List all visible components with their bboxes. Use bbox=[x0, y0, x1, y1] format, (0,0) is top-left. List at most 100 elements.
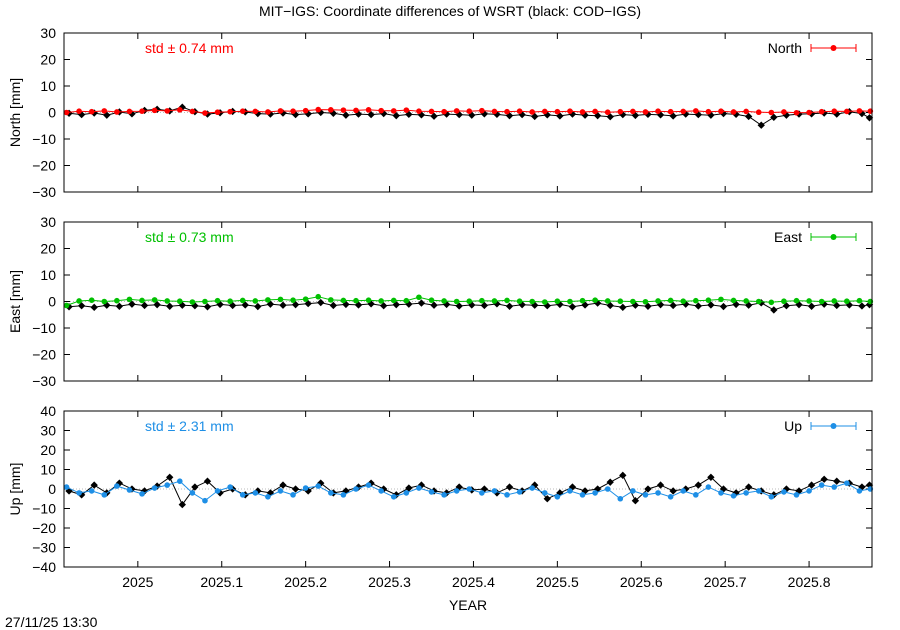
data-point-mit-igs bbox=[579, 297, 586, 304]
data-point-mit-igs bbox=[655, 490, 661, 496]
data-point-cod-igs bbox=[405, 484, 413, 492]
y-tick-label: 20 bbox=[40, 52, 56, 68]
data-point-mit-igs bbox=[730, 493, 737, 499]
y-tick-label: 10 bbox=[40, 462, 56, 478]
data-point-mit-igs bbox=[315, 483, 322, 489]
data-point-cod-igs bbox=[757, 121, 765, 129]
data-point-cod-igs bbox=[865, 114, 874, 122]
data-point-mit-igs bbox=[831, 298, 838, 304]
data-point-mit-igs bbox=[491, 298, 498, 304]
data-point-mit-igs bbox=[441, 298, 447, 304]
data-point-cod-igs bbox=[694, 302, 702, 310]
data-point-mit-igs bbox=[390, 108, 397, 114]
data-point-mit-igs bbox=[504, 108, 510, 115]
data-point-mit-igs bbox=[340, 492, 347, 498]
data-point-mit-igs bbox=[655, 298, 661, 304]
y-tick-label: −20 bbox=[32, 347, 56, 363]
data-point-mit-igs bbox=[541, 490, 548, 496]
data-point-cod-igs bbox=[858, 302, 866, 310]
data-point-mit-igs bbox=[718, 490, 724, 496]
data-point-mit-igs bbox=[529, 298, 535, 305]
x-tick-label: 2025.1 bbox=[200, 574, 243, 590]
data-point-mit-igs bbox=[328, 107, 334, 113]
data-point-mit-igs bbox=[189, 299, 196, 305]
y-tick-label: −30 bbox=[32, 540, 56, 556]
y-tick-label: 0 bbox=[48, 294, 56, 310]
data-point-mit-igs bbox=[479, 490, 485, 496]
plot-frame bbox=[63, 221, 873, 382]
data-point-mit-igs bbox=[630, 298, 636, 305]
data-point-mit-igs bbox=[189, 490, 196, 496]
data-point-mit-igs bbox=[844, 480, 850, 486]
data-point-mit-igs bbox=[743, 108, 749, 115]
data-point-mit-igs bbox=[806, 109, 812, 116]
data-point-mit-igs bbox=[453, 298, 460, 305]
data-point-cod-igs bbox=[329, 301, 338, 310]
y-axis-label: Up [mm] bbox=[7, 463, 23, 516]
data-point-mit-igs bbox=[252, 490, 259, 496]
data-point-mit-igs bbox=[617, 108, 624, 115]
data-point-mit-igs bbox=[114, 109, 120, 115]
data-point-cod-igs bbox=[128, 300, 136, 308]
y-tick-label: 0 bbox=[48, 105, 56, 121]
data-point-mit-igs bbox=[504, 492, 510, 498]
data-point-mit-igs bbox=[252, 298, 259, 304]
data-point-cod-igs bbox=[505, 302, 514, 310]
data-point-mit-igs bbox=[592, 297, 598, 303]
data-point-cod-igs bbox=[719, 302, 728, 311]
data-point-mit-igs bbox=[302, 107, 309, 114]
data-point-mit-igs bbox=[667, 297, 674, 304]
data-point-mit-igs bbox=[164, 108, 171, 114]
data-point-mit-igs bbox=[818, 298, 825, 305]
data-point-mit-igs bbox=[529, 109, 535, 115]
data-point-cod-igs bbox=[770, 113, 778, 121]
data-point-cod-igs bbox=[707, 473, 715, 481]
data-point-mit-igs bbox=[176, 298, 183, 305]
data-point-mit-igs bbox=[630, 108, 636, 115]
data-point-mit-igs bbox=[63, 109, 70, 116]
data-point-cod-igs bbox=[254, 302, 262, 311]
data-point-mit-igs bbox=[340, 297, 347, 304]
data-point-mit-igs bbox=[227, 484, 233, 490]
data-point-cod-igs bbox=[820, 475, 828, 483]
data-point-mit-igs bbox=[768, 494, 775, 500]
data-point-cod-igs bbox=[619, 303, 627, 312]
y-tick-label: −10 bbox=[32, 131, 56, 147]
data-point-mit-igs bbox=[101, 108, 108, 114]
data-point-mit-igs bbox=[705, 108, 712, 115]
data-point-mit-igs bbox=[554, 494, 561, 500]
plot-frame bbox=[63, 32, 873, 193]
data-point-mit-igs bbox=[781, 298, 787, 305]
data-point-mit-igs bbox=[529, 485, 535, 491]
data-point-mit-igs bbox=[365, 107, 372, 113]
data-point-mit-igs bbox=[88, 108, 95, 115]
x-tick-label: 2025.6 bbox=[620, 574, 663, 590]
data-point-mit-igs bbox=[441, 108, 447, 115]
data-point-mit-igs bbox=[453, 488, 460, 494]
data-point-cod-igs bbox=[166, 302, 174, 310]
data-point-mit-igs bbox=[718, 296, 724, 303]
data-point-mit-igs bbox=[353, 297, 359, 304]
data-point-cod-igs bbox=[833, 477, 841, 485]
y-tick-label: −40 bbox=[32, 559, 56, 575]
y-tick-label: 40 bbox=[40, 403, 56, 419]
data-point-mit-igs bbox=[378, 298, 384, 304]
data-point-mit-igs bbox=[151, 107, 158, 114]
data-point-mit-igs bbox=[705, 484, 712, 490]
data-point-mit-igs bbox=[239, 297, 246, 304]
data-point-mit-igs bbox=[516, 298, 523, 305]
data-point-cod-igs bbox=[379, 302, 388, 310]
data-point-mit-igs bbox=[315, 106, 322, 113]
data-point-mit-igs bbox=[818, 482, 825, 488]
data-point-mit-igs bbox=[491, 108, 498, 115]
data-point-mit-igs bbox=[76, 490, 82, 496]
data-point-mit-igs bbox=[567, 298, 573, 305]
data-point-cod-igs bbox=[317, 298, 325, 307]
data-point-mit-igs bbox=[667, 108, 674, 115]
data-point-mit-igs bbox=[126, 108, 133, 115]
x-axis-label: YEAR bbox=[449, 597, 487, 613]
data-point-cod-igs bbox=[669, 487, 677, 495]
data-point-mit-igs bbox=[579, 492, 586, 498]
data-point-mit-igs bbox=[554, 108, 561, 115]
data-point-mit-igs bbox=[277, 488, 284, 494]
